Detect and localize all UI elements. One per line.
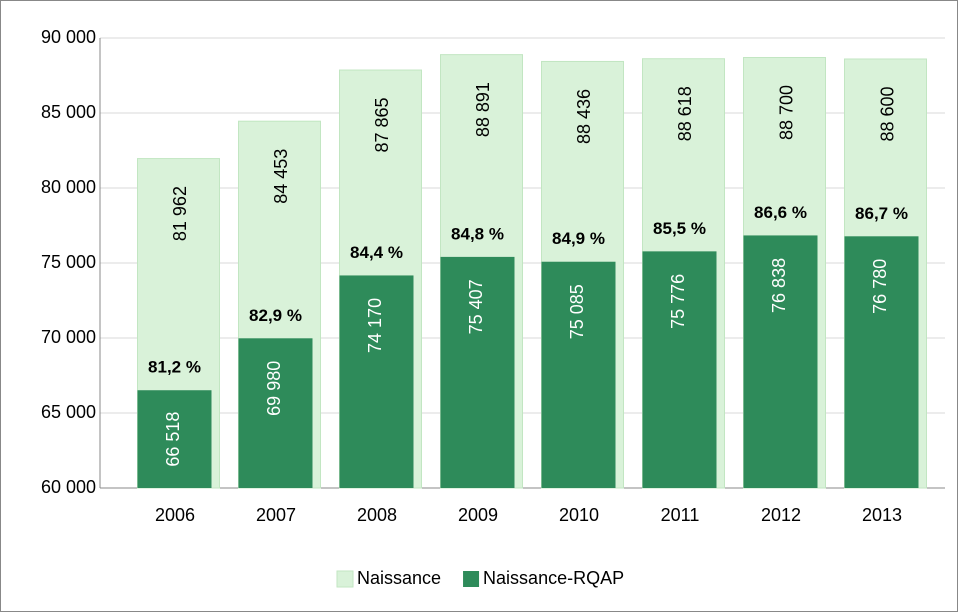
legend-label: Naissance [357, 568, 441, 588]
annotation: 84,9 % [552, 229, 605, 248]
data-label: 88 891 [473, 82, 493, 137]
data-label: 75 776 [668, 274, 688, 329]
annotation: 81,2 % [148, 358, 201, 377]
annotation: 82,9 % [249, 306, 302, 325]
bar [541, 261, 616, 488]
y-tick-label: 65 000 [41, 402, 96, 422]
annotation: 84,8 % [451, 224, 504, 243]
x-tick-label: 2009 [458, 505, 498, 525]
data-label: 75 085 [567, 284, 587, 339]
data-label: 81 962 [170, 186, 190, 241]
data-label: 76 838 [769, 258, 789, 313]
x-tick-label: 2006 [155, 505, 195, 525]
data-label: 88 600 [877, 86, 897, 141]
bar [642, 251, 717, 488]
bar [440, 256, 515, 488]
bar [339, 275, 414, 488]
x-tick-label: 2011 [661, 505, 700, 525]
y-tick-label: 80 000 [41, 177, 96, 197]
data-label: 75 407 [466, 279, 486, 334]
x-tick-label: 2010 [559, 505, 599, 525]
bar [743, 235, 818, 488]
y-tick-label: 85 000 [41, 102, 96, 122]
bar [137, 390, 212, 488]
data-label: 69 980 [264, 361, 284, 416]
data-label: 87 865 [372, 97, 392, 152]
legend-label: Naissance-RQAP [483, 568, 624, 588]
annotation: 86,7 % [855, 204, 908, 223]
x-tick-label: 2008 [357, 505, 397, 525]
annotation: 84,4 % [350, 243, 403, 262]
data-label: 74 170 [365, 298, 385, 353]
legend-swatch [463, 571, 480, 587]
bar [238, 338, 313, 488]
data-label: 88 700 [776, 85, 796, 140]
y-tick-label: 90 000 [41, 27, 96, 47]
x-tick-label: 2013 [862, 505, 902, 525]
data-label: 84 453 [271, 149, 291, 204]
data-label: 66 518 [163, 412, 183, 467]
y-tick-label: 70 000 [41, 327, 96, 347]
y-tick-label: 75 000 [41, 252, 96, 272]
data-label: 88 436 [574, 89, 594, 144]
bar [844, 236, 919, 488]
legend-swatch [336, 570, 354, 588]
x-tick-label: 2007 [256, 505, 296, 525]
y-tick-label: 60 000 [41, 477, 96, 497]
x-tick-label: 2012 [761, 505, 801, 525]
data-label: 76 780 [870, 259, 890, 314]
annotation: 86,6 % [754, 203, 807, 222]
annotation: 85,5 % [653, 219, 706, 238]
data-label: 88 618 [675, 86, 695, 141]
